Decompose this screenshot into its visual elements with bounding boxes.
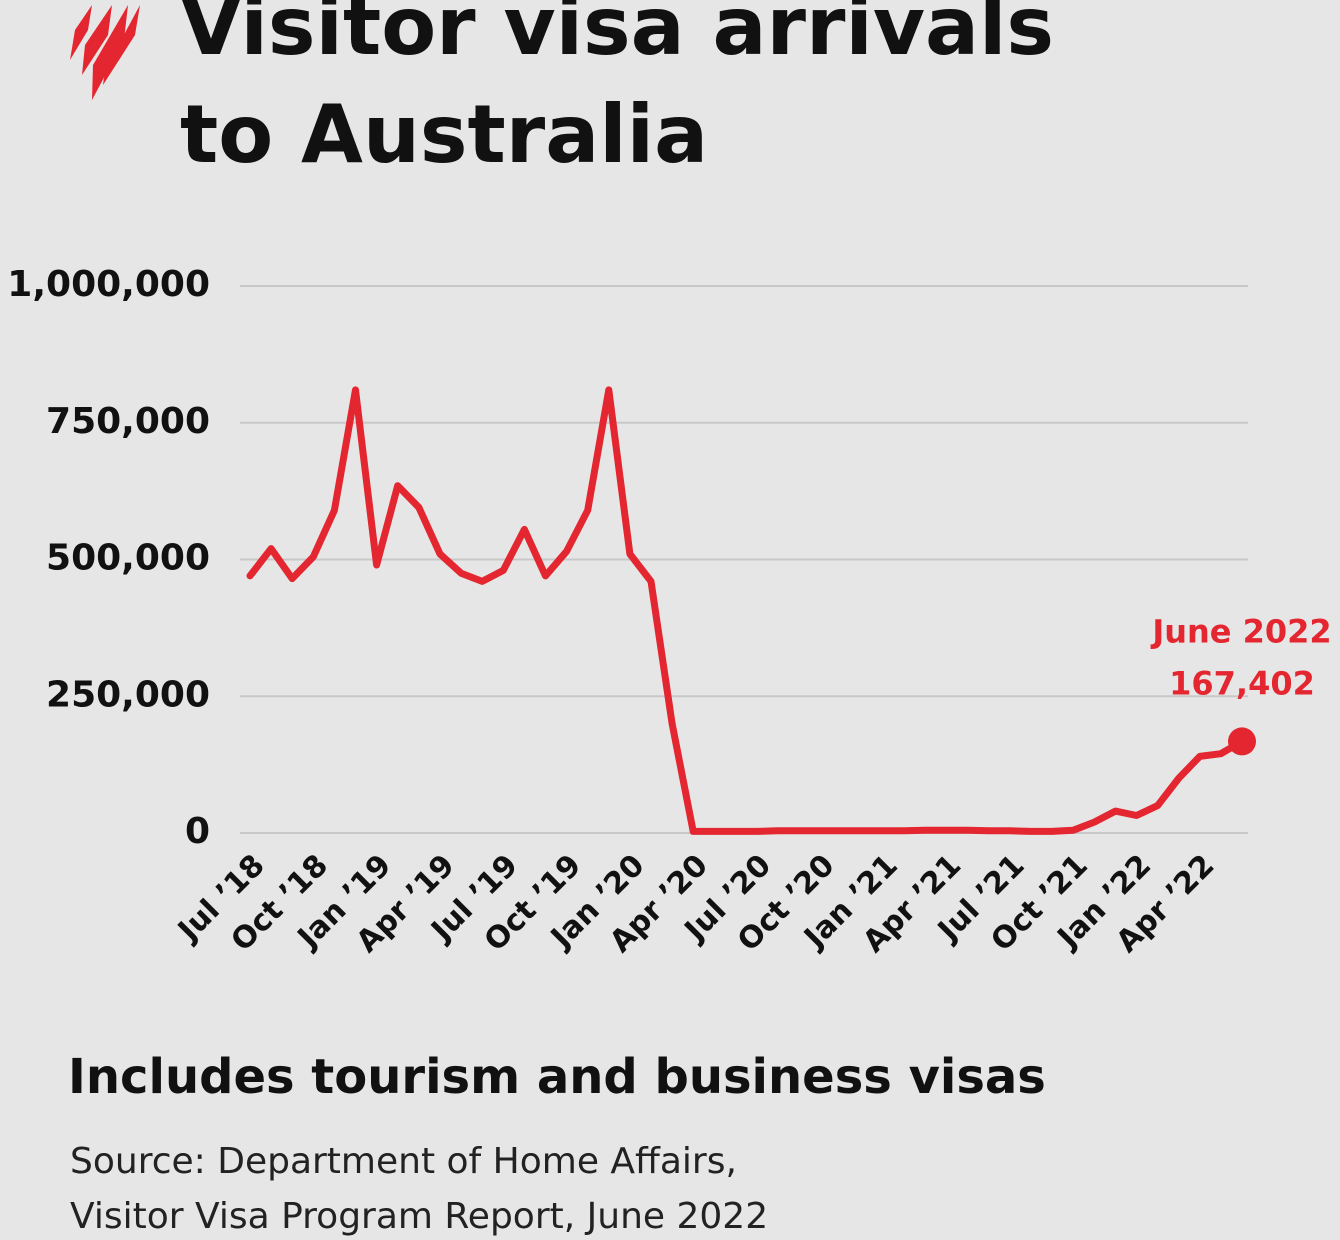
logo — [70, 5, 140, 100]
line — [246, 386, 1246, 835]
source: Source: Department of Home Affairs, — [70, 1141, 737, 1182]
end-point — [1228, 727, 1256, 756]
y-tick-label: 500,000 — [46, 538, 210, 579]
y-tick-label: 0 — [185, 811, 210, 852]
source: Visitor Visa Program Report, June 2022 — [70, 1196, 768, 1237]
note: Includes tourism and business visas — [68, 1049, 1046, 1105]
y-tick-label: 750,000 — [46, 401, 210, 442]
value-label: 167,402 — [1169, 664, 1315, 702]
y-tick-label: 1,000,000 — [7, 264, 210, 305]
chart-title: to Australia — [180, 88, 708, 181]
y-tick-label: 250,000 — [46, 674, 210, 715]
chart-title: Visitor visa arrivals — [180, 0, 1054, 73]
annotation: June 2022 — [1150, 612, 1331, 650]
